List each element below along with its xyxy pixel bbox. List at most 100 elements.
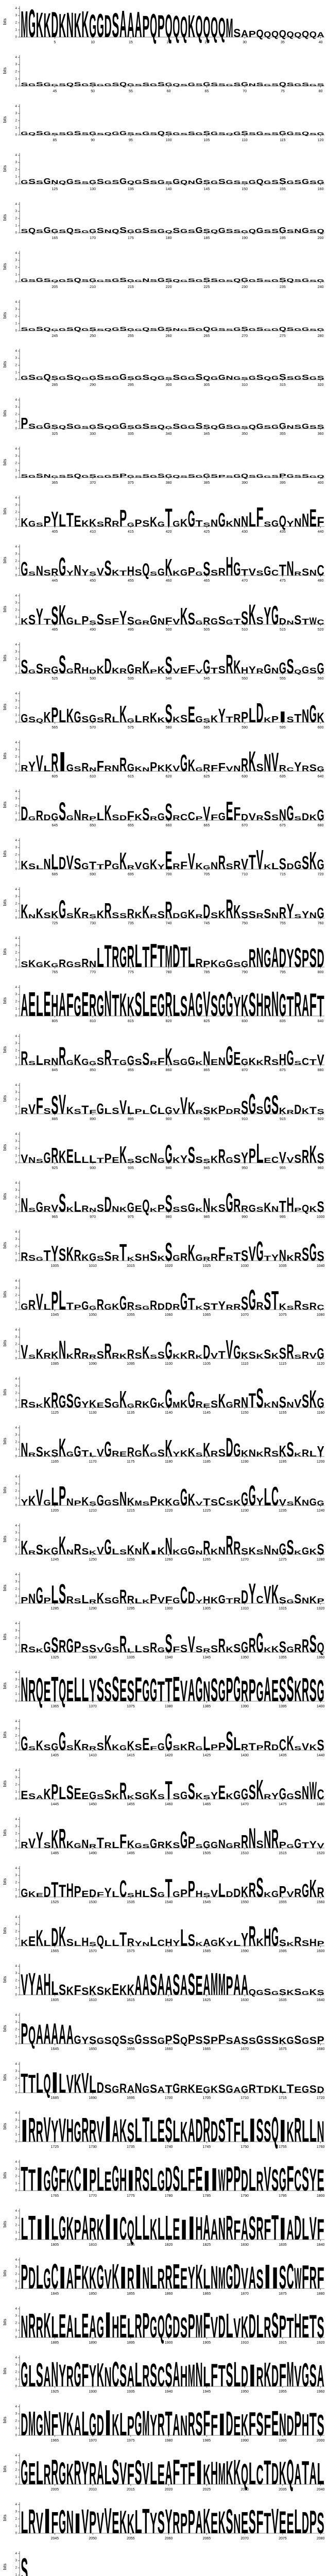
logo-letter: S xyxy=(59,650,66,679)
logo-letter: G xyxy=(142,861,149,871)
logo-letter: L xyxy=(127,1647,134,1654)
logo-letter: I xyxy=(279,2211,286,2247)
x-tick-label: 160 xyxy=(318,188,324,191)
logo-letter: T xyxy=(203,1497,210,1507)
logo-letter: E xyxy=(135,1204,142,1214)
logo-letter: E xyxy=(173,2212,180,2246)
logo-letter: S xyxy=(233,180,240,185)
logo-letter: K xyxy=(158,1546,165,1556)
logo-letter: M xyxy=(142,2403,149,2443)
logo-letter: S xyxy=(180,991,187,1023)
logo-letter: S xyxy=(317,1150,324,1166)
y-axis-label: bits xyxy=(3,1046,7,1053)
logo-letter: G xyxy=(44,131,51,137)
y-tick-label: 1 xyxy=(15,763,18,766)
logo-letter: S xyxy=(97,1349,104,1361)
logo-letter: S xyxy=(271,131,279,136)
logo-letter: F xyxy=(287,2159,294,2198)
logo-letter: G xyxy=(309,83,317,87)
logo-letter: M xyxy=(218,2457,226,2491)
logo-letter: I xyxy=(279,708,286,725)
logo-letter: G xyxy=(81,229,89,234)
logo-letter: R xyxy=(180,2084,187,2095)
logo-letter: Y xyxy=(21,1498,28,1507)
logo-letter: S xyxy=(188,1968,195,2002)
logo-letter: K xyxy=(165,554,173,581)
logo-letter: G xyxy=(97,2036,104,2046)
x-tick-label: 515 xyxy=(280,628,286,632)
x-tick-label: 1880 xyxy=(317,2292,325,2296)
logo-letter: P xyxy=(226,1671,233,1708)
logo-letter: S xyxy=(135,1154,142,1165)
x-tick-label: 1685 xyxy=(51,2096,59,2100)
logo-letter: S xyxy=(233,26,240,40)
y-tick-label: 1 xyxy=(15,1155,18,1158)
x-tick-label: 345 xyxy=(204,432,210,436)
logo-letter: K xyxy=(119,987,127,1023)
y-tick-label: 2 xyxy=(15,2567,18,2570)
logo-letter: H xyxy=(165,1937,173,1948)
x-tick-label: 1810 xyxy=(89,2243,97,2247)
y-tick-label: 0 xyxy=(15,1504,18,1507)
logo-letter: L xyxy=(97,942,104,973)
logo-letter: A xyxy=(135,5,142,45)
logo-letter: S xyxy=(279,1938,286,1948)
logo-letter: S xyxy=(188,327,195,332)
logo-letter: G xyxy=(89,375,96,381)
y-tick-label: 1 xyxy=(15,518,18,521)
y-tick-label: 1 xyxy=(15,1252,18,1256)
logo-letter: S xyxy=(241,376,248,381)
logo-letter: P xyxy=(249,1673,256,1708)
logo-letter: G xyxy=(135,279,142,282)
logo-letter: M xyxy=(165,940,173,974)
logo-letter: S xyxy=(119,2358,127,2394)
logo-letter: D xyxy=(89,668,96,675)
logo-letter: Q xyxy=(44,327,51,332)
x-tick-label: 1485 xyxy=(51,1852,59,1855)
logo-letter: G xyxy=(89,179,96,185)
logo-letter: N xyxy=(21,1439,28,1461)
logo-letter: K xyxy=(271,2083,279,2095)
logo-letter: S xyxy=(256,761,264,773)
y-tick-label: 0 xyxy=(15,917,18,920)
logo-letter: F xyxy=(264,2409,271,2442)
logo-letter: K xyxy=(287,2116,294,2148)
logo-letter: L xyxy=(317,2457,324,2491)
logo-letter: D xyxy=(196,2112,203,2149)
x-tick-label: 1140 xyxy=(165,1411,173,1415)
logo-letter: S xyxy=(165,1191,173,1217)
logo-letter: S xyxy=(127,425,134,430)
x-tick-label: 1995 xyxy=(279,2439,287,2443)
logo-letter: R xyxy=(112,519,119,528)
logo-letter: S xyxy=(211,1643,218,1654)
logo-letter: R xyxy=(135,1399,142,1410)
logo-letter: S xyxy=(264,132,271,135)
logo-letter: R xyxy=(249,1634,256,1657)
logo-letter: R xyxy=(203,762,210,773)
logo-letter: R xyxy=(279,904,286,921)
logo-letter: V xyxy=(66,852,74,874)
logo-letter: L xyxy=(150,1935,157,1949)
x-tick-label: 1220 xyxy=(165,1509,173,1513)
logo-letter: I xyxy=(249,2111,256,2149)
logo-letter: P xyxy=(158,1203,165,1214)
logo-letter: N xyxy=(271,984,279,1024)
x-tick-label: 895 xyxy=(128,1117,134,1121)
logo-letter: S xyxy=(89,1500,96,1507)
logo-letter: G xyxy=(188,506,195,532)
x-tick-label: 1755 xyxy=(279,2145,287,2149)
logo-letter: L xyxy=(249,508,256,531)
logo-letter: L xyxy=(112,1547,119,1556)
logo-letter: D xyxy=(294,2209,301,2247)
x-tick-label: 1200 xyxy=(317,1460,325,1464)
logo-letter: K xyxy=(264,1200,271,1215)
logo-letter: G xyxy=(97,1492,104,1509)
logo-letter: N xyxy=(271,1400,279,1410)
y-tick-label: 2 xyxy=(15,1196,18,1199)
logo-letter: S xyxy=(97,178,104,185)
logo-letter: S xyxy=(158,2505,165,2540)
logo-letter: G xyxy=(44,82,51,88)
x-tick-label: 1805 xyxy=(51,2243,59,2247)
logo-letter: G xyxy=(264,564,271,579)
logo-letter: K xyxy=(74,6,81,45)
